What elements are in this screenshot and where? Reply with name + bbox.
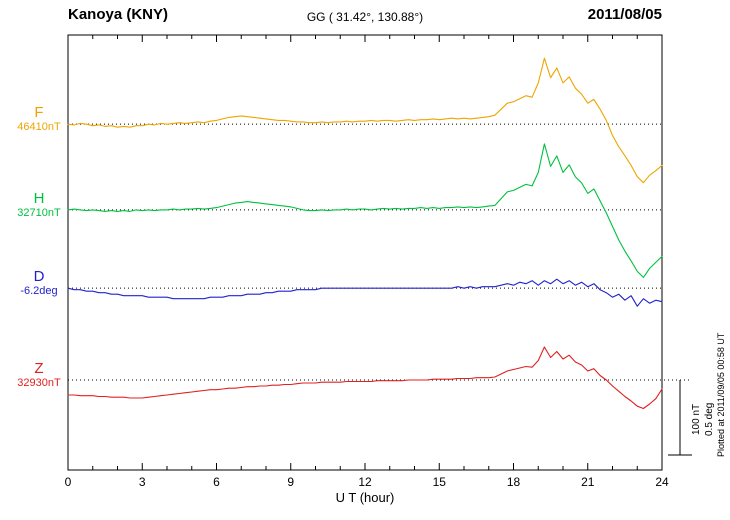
plot-date: 2011/08/05: [587, 6, 662, 23]
series-label-H: H 32710nT: [10, 190, 68, 220]
svg-text:9: 9: [287, 475, 294, 489]
scale-bar-nt-label: 100 nT: [691, 403, 702, 435]
x-axis-label: U T (hour): [335, 490, 395, 505]
svg-text:15: 15: [433, 475, 447, 489]
svg-text:24: 24: [655, 475, 669, 489]
series-label-D: D -6.2deg: [10, 268, 68, 298]
series-name-D: D: [33, 268, 45, 285]
series-label-Z: Z 32930nT: [10, 360, 68, 390]
series-baseline-Z: 32930nT: [17, 377, 61, 390]
plotted-timestamp: Plotted at 2011/09/05 00:58 UT: [716, 332, 726, 458]
series-name-F: F: [34, 104, 44, 121]
svg-text:21: 21: [581, 475, 595, 489]
station-title: Kanoya (KNY): [68, 6, 169, 23]
svg-text:0: 0: [65, 475, 72, 489]
series-baseline-F: 46410nT: [17, 121, 61, 134]
scale-bar-deg-label: 0.5 deg: [704, 402, 715, 436]
series-name-Z: Z: [34, 360, 44, 377]
series-baseline-H: 32710nT: [17, 207, 61, 220]
svg-text:18: 18: [507, 475, 521, 489]
series-label-F: F 46410nT: [10, 104, 68, 134]
svg-text:6: 6: [213, 475, 220, 489]
series-name-H: H: [33, 190, 45, 207]
geographic-coordinates: GG ( 31.42°, 130.88°): [306, 10, 424, 24]
svg-text:3: 3: [139, 475, 146, 489]
svg-text:12: 12: [358, 475, 372, 489]
series-baseline-D: -6.2deg: [20, 285, 58, 298]
